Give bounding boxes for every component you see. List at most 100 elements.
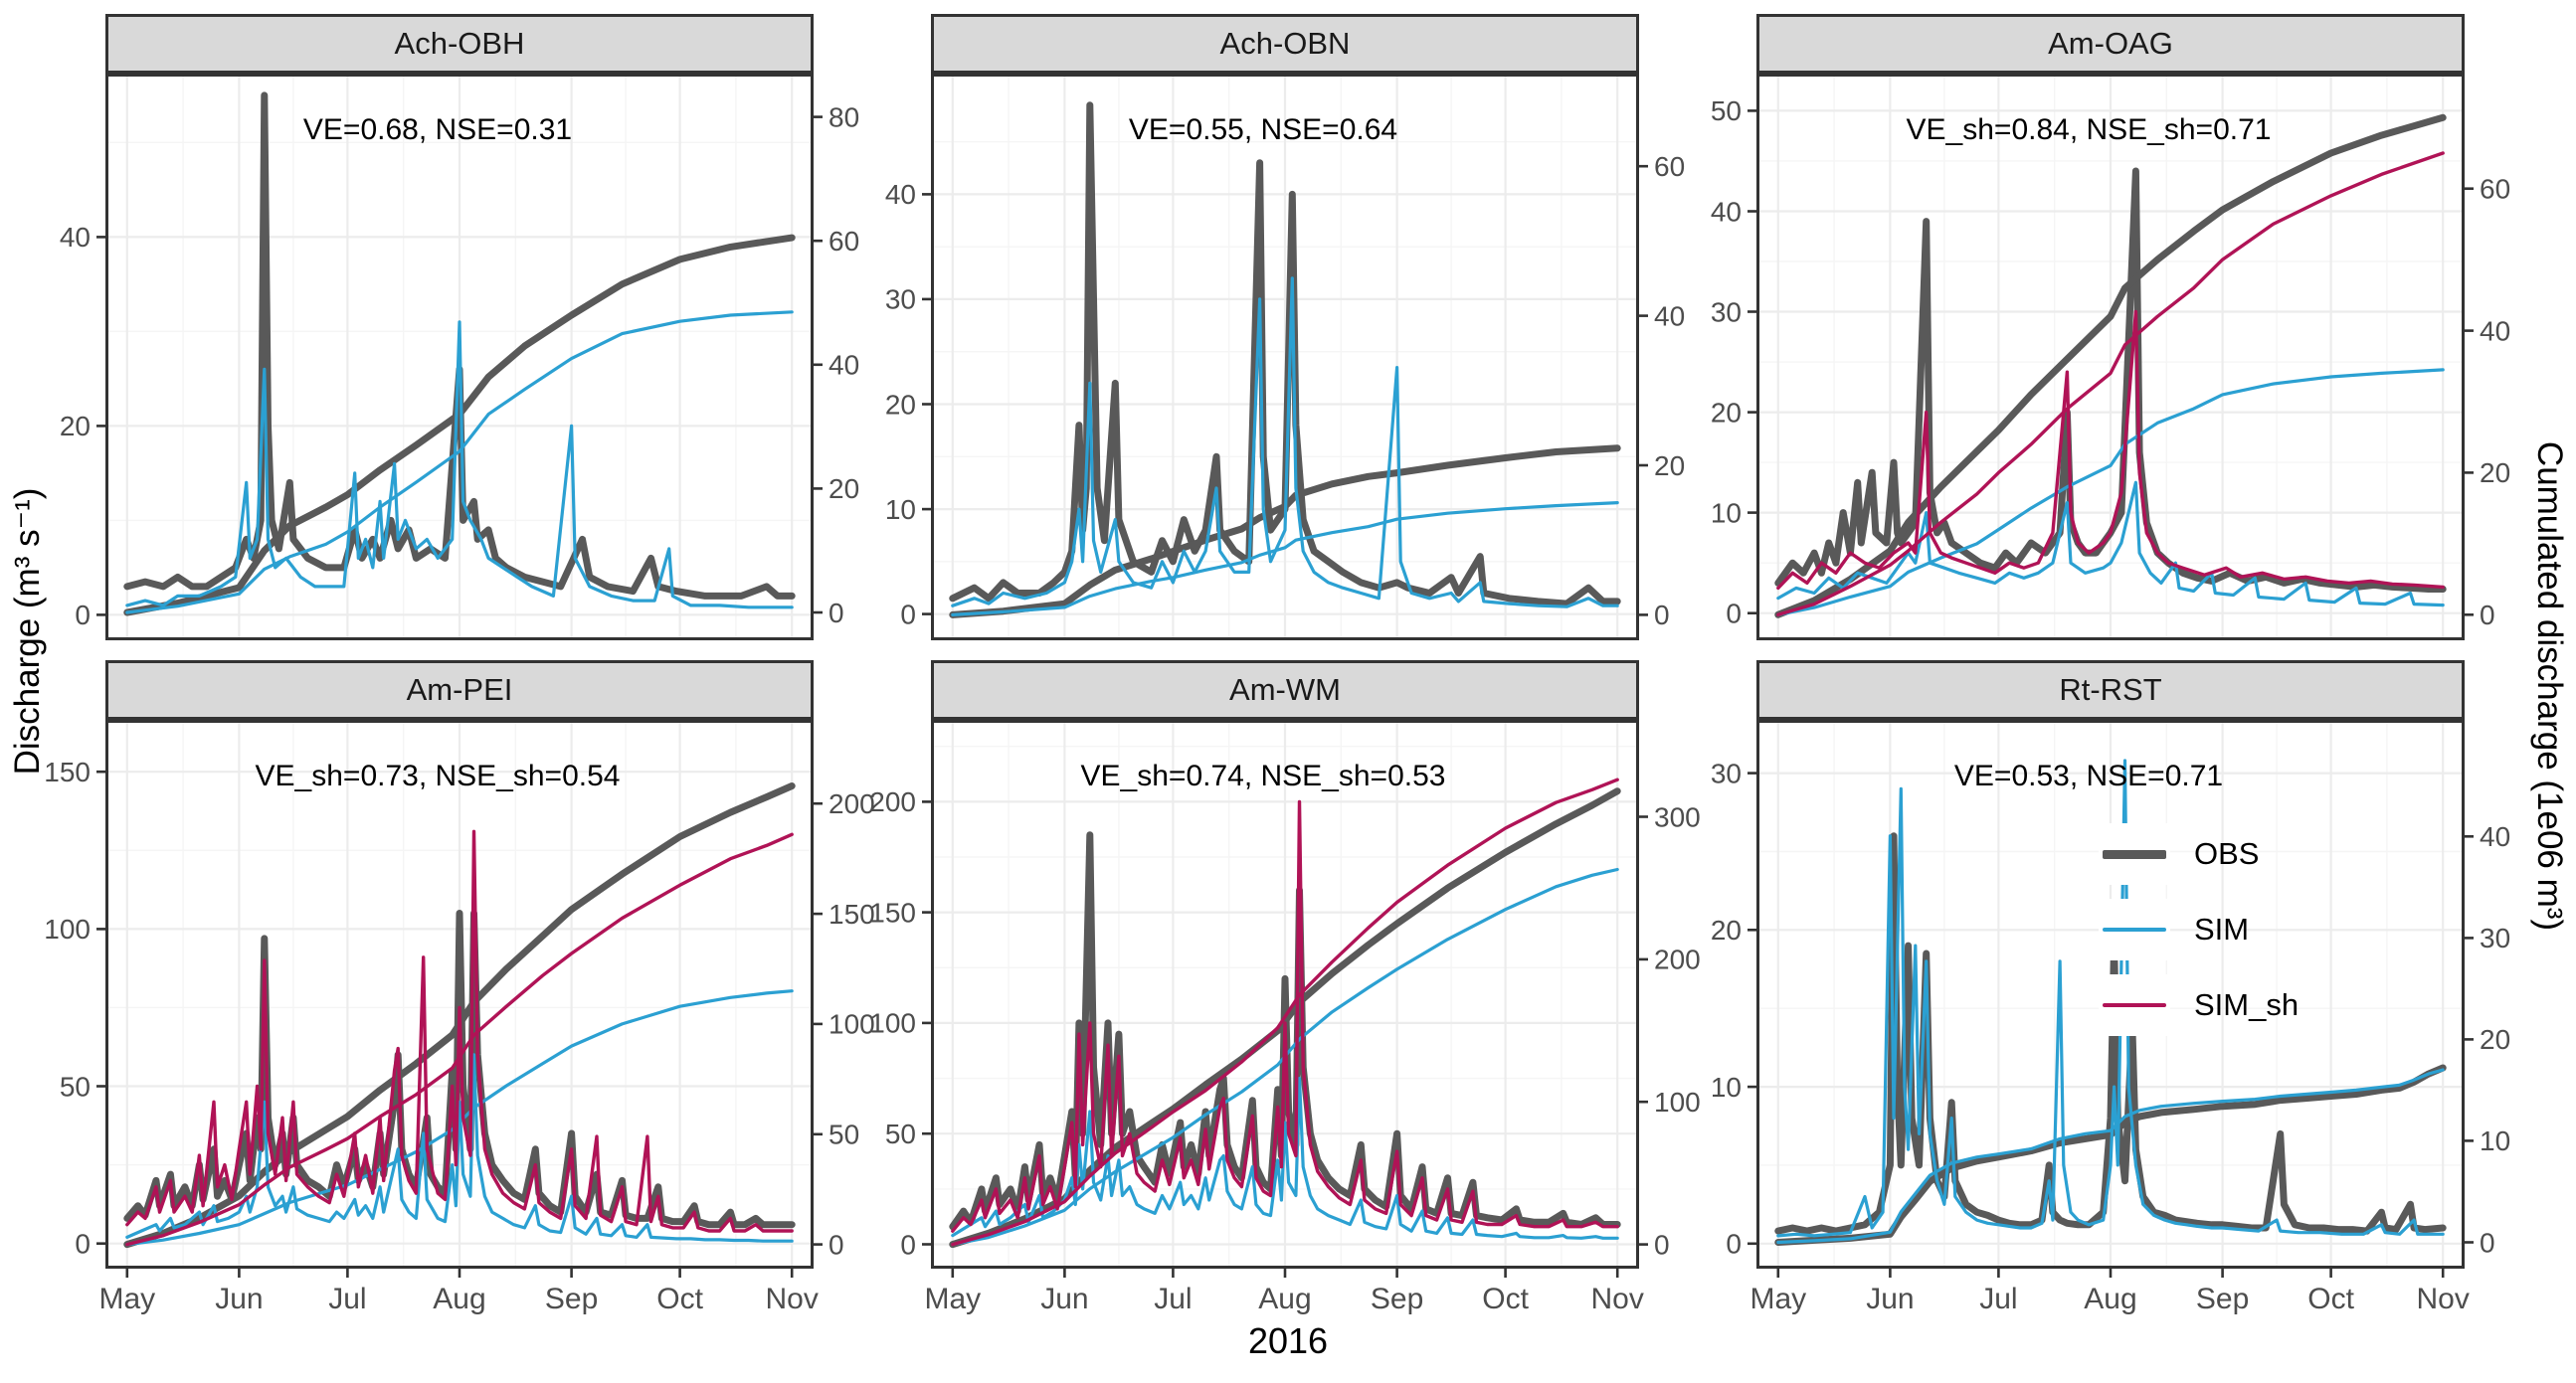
svg-text:Aug: Aug xyxy=(433,1283,485,1315)
facet-strip-ach-obh: Ach-OBH xyxy=(105,14,814,74)
svg-text:Sep: Sep xyxy=(1371,1283,1423,1315)
legend-label-sim-sh: SIM_sh xyxy=(2194,987,2300,1022)
svg-text:100: 100 xyxy=(828,1009,875,1040)
panel-rt-rst: Rt-RST 0 10 20 30 0 10 20 30 40 May Jun Jul Aug Sep Oc… xyxy=(1697,660,2522,1315)
svg-text:60: 60 xyxy=(2480,174,2510,205)
facet-strip-am-wm: Am-WM xyxy=(931,660,1639,720)
svg-text:150: 150 xyxy=(869,897,916,928)
metrics-annotation: VE=0.68, NSE=0.31 xyxy=(302,113,573,146)
svg-text:200: 200 xyxy=(869,786,916,817)
svg-text:60: 60 xyxy=(828,226,859,257)
legend-item-sim-sh: SIM_sh xyxy=(2099,974,2299,1036)
svg-text:100: 100 xyxy=(869,1008,916,1039)
svg-text:Jul: Jul xyxy=(328,1283,366,1315)
svg-text:20: 20 xyxy=(2480,1024,2510,1055)
plot-am-wm: 0 50 100 150 200 0 100 200 300 May Jun Jul Aug Sep Oct… xyxy=(869,720,1701,1315)
svg-text:Nov: Nov xyxy=(1591,1283,1644,1315)
svg-text:Jun: Jun xyxy=(1866,1283,1914,1315)
right-axis-title: Cumulated discharge (1e06 m³) xyxy=(2530,440,2569,932)
svg-text:Aug: Aug xyxy=(1258,1283,1311,1315)
svg-text:20: 20 xyxy=(1711,915,1742,946)
plot-ach-obn: 0 10 20 30 40 0 20 40 60 xyxy=(885,74,1685,640)
svg-text:20: 20 xyxy=(60,411,91,441)
svg-text:50: 50 xyxy=(1711,95,1742,126)
svg-text:150: 150 xyxy=(828,899,875,930)
legend-label-sim: SIM xyxy=(2194,912,2250,947)
facet-title: Ach-OBN xyxy=(1219,26,1351,61)
svg-text:Jun: Jun xyxy=(1040,1283,1088,1315)
svg-text:Jun: Jun xyxy=(215,1283,263,1315)
svg-text:Oct: Oct xyxy=(2307,1283,2354,1315)
svg-text:0: 0 xyxy=(75,600,91,630)
svg-text:150: 150 xyxy=(44,757,91,787)
legend-item-sim: SIM xyxy=(2099,899,2299,960)
facet-title: Rt-RST xyxy=(2059,672,2162,707)
svg-text:Nov: Nov xyxy=(766,1283,819,1315)
svg-text:20: 20 xyxy=(828,473,859,504)
metrics-annotation: VE=0.55, NSE=0.64 xyxy=(1128,113,1398,146)
svg-text:30: 30 xyxy=(885,284,916,315)
svg-text:0: 0 xyxy=(1726,1229,1742,1260)
svg-text:30: 30 xyxy=(2480,923,2510,953)
plot-am-oag: 0 10 20 30 40 50 0 20 40 60 xyxy=(1711,74,2510,640)
svg-text:50: 50 xyxy=(60,1071,91,1102)
svg-text:40: 40 xyxy=(2480,315,2510,346)
svg-text:200: 200 xyxy=(828,788,875,819)
panel-ach-obh: Ach-OBH 0 20 40 0 20 40 60 80 VE=0.68, NSE=0.31 xyxy=(46,14,871,640)
svg-text:0: 0 xyxy=(900,1229,916,1260)
facet-title: Am-PEI xyxy=(406,672,513,707)
svg-text:100: 100 xyxy=(44,914,91,945)
svg-text:10: 10 xyxy=(1711,1072,1742,1103)
svg-text:Nov: Nov xyxy=(2417,1283,2470,1315)
x-axis-title: 2016 xyxy=(1247,1320,1329,1361)
svg-text:20: 20 xyxy=(1711,397,1742,428)
svg-text:10: 10 xyxy=(1711,497,1742,528)
svg-text:May: May xyxy=(1749,1283,1806,1315)
svg-text:May: May xyxy=(924,1283,981,1315)
svg-text:Jul: Jul xyxy=(1154,1283,1192,1315)
facet-strip-am-pei: Am-PEI xyxy=(105,660,814,720)
svg-text:100: 100 xyxy=(1654,1087,1701,1118)
facet-title: Am-OAG xyxy=(2048,26,2173,61)
facet-title: Ach-OBH xyxy=(394,26,525,61)
svg-text:Aug: Aug xyxy=(2084,1283,2136,1315)
svg-text:60: 60 xyxy=(1654,151,1685,182)
plot-am-pei: 0 50 100 150 0 50 100 150 200 May Jun Jul Aug Sep Oct N… xyxy=(44,720,875,1315)
svg-text:0: 0 xyxy=(828,598,844,628)
left-axis-title: Discharge (m³ s⁻¹) xyxy=(8,487,47,776)
svg-text:Oct: Oct xyxy=(656,1283,703,1315)
facet-strip-rt-rst: Rt-RST xyxy=(1756,660,2465,720)
svg-text:200: 200 xyxy=(1654,945,1701,975)
metrics-annotation: VE=0.53, NSE=0.71 xyxy=(1953,760,2224,792)
plot-rt-rst: 0 10 20 30 0 10 20 30 40 May Jun Jul Aug Sep Oct Nov xyxy=(1711,720,2510,1315)
svg-text:0: 0 xyxy=(2480,1227,2495,1258)
svg-text:50: 50 xyxy=(828,1120,859,1150)
svg-text:Sep: Sep xyxy=(2196,1283,2249,1315)
svg-text:0: 0 xyxy=(828,1229,844,1260)
svg-text:Sep: Sep xyxy=(545,1283,598,1315)
svg-text:40: 40 xyxy=(828,350,859,381)
legend-item-obs: OBS xyxy=(2099,823,2299,885)
facet-strip-ach-obn: Ach-OBN xyxy=(931,14,1639,74)
svg-text:40: 40 xyxy=(60,222,91,253)
svg-text:0: 0 xyxy=(1654,600,1670,630)
obs-line-sample xyxy=(2099,823,2170,885)
svg-text:10: 10 xyxy=(2480,1125,2510,1156)
svg-text:Oct: Oct xyxy=(1482,1283,1529,1315)
panel-am-wm: Am-WM 0 50 100 150 200 0 100 200 300 May Jun Jul Aug… xyxy=(869,660,1701,1315)
metrics-annotation: VE_sh=0.74, NSE_sh=0.53 xyxy=(1080,760,1446,792)
svg-text:0: 0 xyxy=(2480,600,2495,630)
panel-am-pei: Am-PEI 0 50 100 150 0 50 100 150 200 May Jun Jul Aug… xyxy=(44,660,875,1315)
svg-text:30: 30 xyxy=(1711,296,1742,327)
svg-text:40: 40 xyxy=(2480,821,2510,852)
sim-line-sample xyxy=(2099,899,2170,960)
svg-text:300: 300 xyxy=(1654,801,1701,832)
facet-title: Am-WM xyxy=(1229,672,1341,707)
metrics-annotation: VE_sh=0.73, NSE_sh=0.54 xyxy=(255,760,621,792)
svg-text:40: 40 xyxy=(1654,300,1685,331)
svg-text:20: 20 xyxy=(2480,457,2510,488)
svg-text:20: 20 xyxy=(885,389,916,420)
svg-text:0: 0 xyxy=(1726,599,1742,629)
svg-text:Jul: Jul xyxy=(1979,1283,2017,1315)
